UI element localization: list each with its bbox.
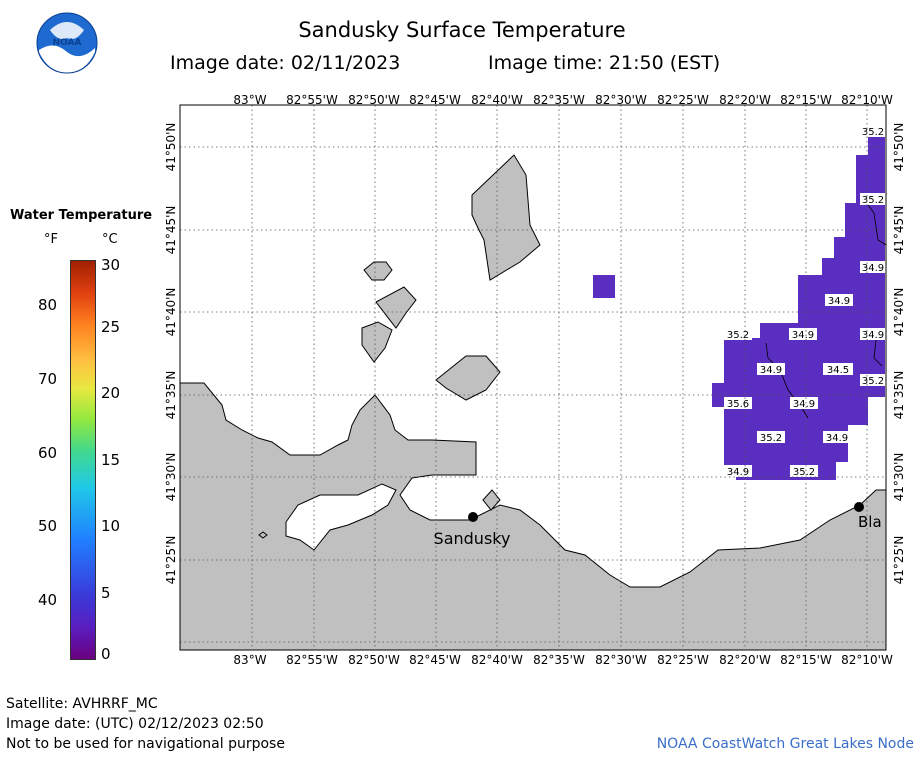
temp-label-9: 34.5	[827, 365, 849, 376]
svg-text:82°10'W: 82°10'W	[841, 93, 893, 107]
temp-label-3: 34.9	[828, 296, 850, 307]
temp-label-8: 34.9	[793, 399, 815, 410]
temp-label-0: 35.2	[862, 127, 884, 138]
unit-fahrenheit: °F	[44, 232, 58, 247]
lat-labels-right: 41°50'N 41°45'N 41°40'N 41°35'N 41°30'N …	[892, 123, 906, 585]
svg-text:41°40'N: 41°40'N	[164, 288, 178, 337]
tick-c-5: 5	[101, 584, 111, 602]
temp-label-7: 34.9	[760, 365, 782, 376]
tick-f-70: 70	[38, 370, 58, 388]
temp-label-14: 35.2	[793, 467, 815, 478]
svg-text:83°W: 83°W	[233, 93, 266, 107]
tick-f-60: 60	[38, 444, 58, 462]
image-time: Image time: 21:50 (EST)	[488, 52, 721, 74]
map-svg: 35.2 35.2 34.9 34.9 34.9 35.2 34.9 34.9 …	[164, 93, 906, 667]
svg-text:41°45'N: 41°45'N	[164, 206, 178, 255]
svg-text:41°25'N: 41°25'N	[892, 536, 906, 585]
tick-c-25: 25	[101, 318, 121, 336]
page-title: Sandusky Surface Temperature	[298, 18, 626, 42]
svg-text:82°15'W: 82°15'W	[780, 653, 832, 667]
temp-label-1: 35.2	[862, 195, 884, 206]
svg-text:82°25'W: 82°25'W	[657, 93, 709, 107]
svg-text:82°20'W: 82°20'W	[719, 653, 771, 667]
tick-c-15: 15	[101, 451, 121, 469]
sandusky-marker	[468, 512, 478, 522]
svg-text:82°25'W: 82°25'W	[657, 653, 709, 667]
temp-label-4: 34.9	[862, 330, 884, 341]
svg-text:41°30'N: 41°30'N	[892, 453, 906, 502]
temp-label-5: 35.2	[727, 330, 749, 341]
svg-text:82°40'W: 82°40'W	[471, 653, 523, 667]
svg-text:82°45'W: 82°45'W	[409, 653, 461, 667]
east-city-label: Bla	[858, 513, 882, 531]
unit-celsius: °C	[102, 232, 118, 247]
satellite-name: Satellite: AVHRRF_MC	[6, 696, 158, 712]
noaa-logo: NOAA	[36, 12, 98, 74]
lon-labels-top: 83°W 82°55'W 82°50'W 82°45'W 82°40'W 82°35'…	[233, 93, 893, 107]
tick-f-80: 80	[38, 296, 58, 314]
utc-date: Image date: (UTC) 02/12/2023 02:50	[6, 716, 264, 732]
tick-c-0: 0	[101, 645, 111, 663]
lat-labels-left: 41°50'N 41°45'N 41°40'N 41°35'N 41°30'N …	[164, 123, 178, 585]
sandusky-label: Sandusky	[434, 529, 511, 548]
tick-c-20: 20	[101, 384, 121, 402]
svg-text:82°50'W: 82°50'W	[348, 653, 400, 667]
logo-text: NOAA	[53, 38, 82, 48]
svg-text:41°35'N: 41°35'N	[892, 371, 906, 420]
svg-text:82°15'W: 82°15'W	[780, 93, 832, 107]
temp-label-12: 35.2	[760, 433, 782, 444]
svg-text:83°W: 83°W	[233, 653, 266, 667]
svg-text:41°50'N: 41°50'N	[892, 123, 906, 172]
svg-text:82°50'W: 82°50'W	[348, 93, 400, 107]
temperature-labels: 35.2 35.2 34.9 34.9 34.9 35.2 34.9 34.9 …	[724, 125, 886, 478]
svg-text:41°30'N: 41°30'N	[164, 453, 178, 502]
map-frame	[179, 104, 887, 651]
svg-text:82°35'W: 82°35'W	[533, 653, 585, 667]
credit-link[interactable]: NOAA CoastWatch Great Lakes Node	[656, 736, 914, 752]
svg-text:41°35'N: 41°35'N	[164, 371, 178, 420]
land	[179, 154, 887, 651]
graticule	[180, 105, 886, 650]
svg-text:82°30'W: 82°30'W	[595, 653, 647, 667]
image-date: Image date: 02/11/2023	[170, 52, 401, 74]
svg-text:82°10'W: 82°10'W	[841, 653, 893, 667]
east-city-marker	[854, 502, 864, 512]
disclaimer: Not to be used for navigational purpose	[6, 736, 285, 752]
legend-title: Water Temperature	[10, 208, 153, 223]
temp-label-13: 34.9	[727, 467, 749, 478]
svg-text:41°40'N: 41°40'N	[892, 288, 906, 337]
svg-text:41°45'N: 41°45'N	[892, 206, 906, 255]
svg-text:82°40'W: 82°40'W	[471, 93, 523, 107]
svg-text:82°20'W: 82°20'W	[719, 93, 771, 107]
temp-label-11: 34.9	[826, 433, 848, 444]
lon-labels-bottom: 83°W 82°55'W 82°50'W 82°45'W 82°40'W 82°35'…	[233, 653, 893, 667]
tick-f-50: 50	[38, 517, 58, 535]
svg-text:82°30'W: 82°30'W	[595, 93, 647, 107]
temp-label-6: 34.9	[792, 330, 814, 341]
svg-text:82°55'W: 82°55'W	[286, 653, 338, 667]
temp-label-10: 35.6	[727, 399, 749, 410]
svg-text:82°55'W: 82°55'W	[286, 93, 338, 107]
temp-label-15: 35.2	[862, 376, 884, 387]
tick-f-40: 40	[38, 591, 58, 609]
svg-text:82°45'W: 82°45'W	[409, 93, 461, 107]
svg-text:41°50'N: 41°50'N	[164, 123, 178, 172]
svg-text:41°25'N: 41°25'N	[164, 536, 178, 585]
temperature-colorbar	[70, 260, 96, 660]
tick-c-10: 10	[101, 517, 121, 535]
tick-c-30: 30	[101, 256, 121, 274]
temp-label-2: 34.9	[862, 263, 884, 274]
svg-text:82°35'W: 82°35'W	[533, 93, 585, 107]
